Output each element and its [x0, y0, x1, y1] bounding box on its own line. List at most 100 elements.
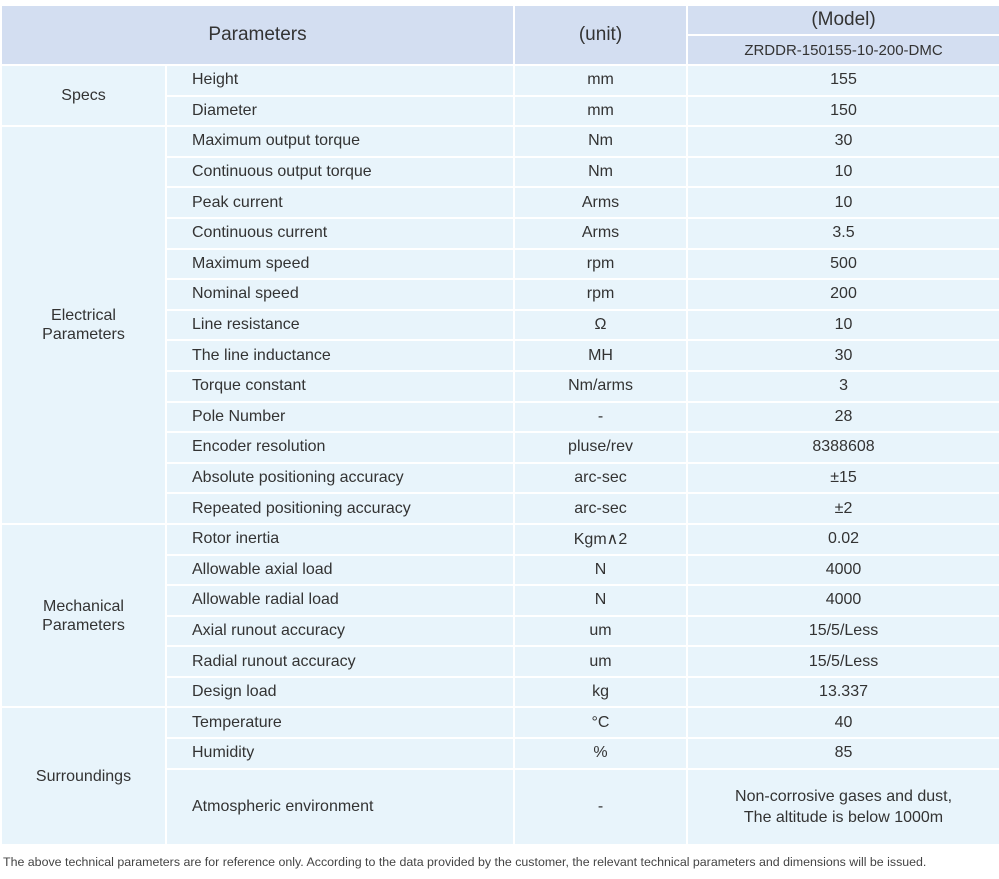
- unit-cell: Nm/arms: [513, 369, 689, 403]
- spec-table: Parameters (unit) (Model) ZRDDR-150155-1…: [0, 4, 999, 846]
- table-row: Absolute positioning accuracy arc-sec ±15: [1, 461, 999, 495]
- unit-cell: N: [513, 553, 689, 587]
- parameter-cell: Line resistance: [164, 308, 516, 342]
- value-cell: 85: [686, 737, 999, 770]
- group-cell: Specs: [0, 63, 167, 128]
- parameter-cell: Maximum speed: [164, 247, 516, 281]
- value-cell: 200: [686, 278, 999, 311]
- table-body: Specs Height mm 155 Diameter mm 150 Electrical …: [0, 63, 999, 846]
- header-row: Parameters (unit) (Model): [0, 4, 999, 66]
- table-row: Nominal speed rpm 200: [1, 278, 999, 311]
- value-cell: 30: [686, 339, 999, 372]
- unit-cell: Arms: [513, 186, 689, 219]
- value-cell: 10: [686, 308, 999, 342]
- unit-cell: rpm: [513, 278, 689, 311]
- table-row: Encoder resolution pluse/rev 8388608: [1, 431, 999, 464]
- unit-cell: Nm: [513, 125, 689, 158]
- unit-cell: mm: [513, 64, 689, 97]
- parameter-cell: Pole Number: [164, 400, 516, 434]
- table-row: Radial runout accuracy um 15/5/Less: [1, 645, 999, 678]
- value-cell: 8388608: [686, 431, 999, 464]
- value-cell: 155: [686, 64, 999, 97]
- value-cell: ±15: [686, 461, 999, 495]
- group-label: Specs: [61, 87, 106, 105]
- value-cell: ±2: [686, 492, 999, 525]
- table-row: Humidity% 85: [1, 737, 999, 770]
- header-cell: (unit): [513, 4, 689, 66]
- table-row: Peak current Arms 10: [1, 186, 999, 219]
- table-row: Pole Number -28: [1, 400, 999, 434]
- parameter-cell: Repeated positioning accuracy: [164, 492, 516, 525]
- table-row: Mechanical Parameters Rotor inertia Kgm∧2 0…: [0, 522, 999, 709]
- table-row: Axial runout accuracy um 15/5/Less: [1, 614, 999, 648]
- unit-cell: N: [513, 584, 689, 617]
- unit-cell: Kgm∧2: [513, 522, 689, 556]
- parameter-cell: Design load: [164, 675, 516, 709]
- table-row: Atmospheric environment - Non-corrosive ga…: [1, 767, 999, 846]
- parameter-cell: Temperature: [164, 706, 516, 740]
- parameter-cell: Diameter: [164, 94, 516, 128]
- value-cell: 40: [686, 706, 999, 740]
- value-cell: 10: [686, 186, 999, 219]
- value-cell: 4000: [686, 553, 999, 587]
- header-cell: (Model): [686, 4, 999, 36]
- unit-cell: °C: [513, 706, 689, 740]
- group-label: Mechanical Parameters: [42, 597, 125, 634]
- unit-cell: arc-sec: [513, 492, 689, 525]
- parameter-cell: Axial runout accuracy: [164, 614, 516, 648]
- parameter-cell: Height: [164, 64, 516, 97]
- group-cell: Mechanical Parameters: [0, 522, 167, 709]
- value-cell: 4000: [686, 584, 999, 617]
- value-cell: 30: [686, 125, 999, 158]
- parameter-cell: Encoder resolution: [164, 431, 516, 464]
- unit-cell: Arms: [513, 216, 689, 250]
- parameter-cell: Torque constant: [164, 369, 516, 403]
- unit-cell: -: [513, 767, 689, 846]
- value-cell: 15/5/Less: [686, 614, 999, 648]
- table-row: The line inductance MH 30: [1, 339, 999, 372]
- parameter-cell: Allowable axial load: [164, 553, 516, 587]
- parameter-cell: Allowable radial load: [164, 584, 516, 617]
- parameter-cell: Continuous output torque: [164, 155, 516, 189]
- table-row: Continuous output torque Nm 10: [1, 155, 999, 189]
- table-row: Repeated positioning accuracy arc-sec ±2: [1, 492, 999, 525]
- parameter-cell: The line inductance: [164, 339, 516, 372]
- parameter-cell: Nominal speed: [164, 278, 516, 311]
- parameter-cell: Radial runout accuracy: [164, 645, 516, 678]
- value-cell: 500: [686, 247, 999, 281]
- parameter-cell: Humidity: [164, 737, 516, 770]
- header-cell: Parameters: [0, 4, 516, 66]
- value-cell: 150: [686, 94, 999, 128]
- table-header: Parameters (unit) (Model) ZRDDR-150155-1…: [0, 4, 999, 66]
- header-row: ZRDDR-150155-10-200-DMC: [1, 34, 999, 66]
- parameter-cell: Absolute positioning accuracy: [164, 461, 516, 495]
- parameter-cell: Atmospheric environment: [164, 767, 516, 846]
- group-cell: Surroundings: [0, 706, 167, 846]
- unit-cell: um: [513, 645, 689, 678]
- unit-cell: Ω: [513, 308, 689, 342]
- unit-cell: pluse/rev: [513, 431, 689, 464]
- parameter-cell: Continuous current: [164, 216, 516, 250]
- parameter-cell: Peak current: [164, 186, 516, 219]
- unit-cell: Nm: [513, 155, 689, 189]
- table-row: Specs Height mm 155: [0, 63, 999, 128]
- header-cell: ZRDDR-150155-10-200-DMC: [686, 34, 999, 66]
- parameter-cell: Rotor inertia: [164, 522, 516, 556]
- group-label: Electrical Parameters: [42, 307, 125, 344]
- table-row: Torque constant Nm/arms 3: [1, 369, 999, 403]
- value-cell: 0.02: [686, 522, 999, 556]
- table-row: Diameter mm 150: [1, 94, 999, 128]
- unit-cell: mm: [513, 94, 689, 128]
- value-cell: 28: [686, 400, 999, 434]
- parameter-cell: Maximum output torque: [164, 125, 516, 158]
- table-row: Electrical Parameters Maximum output torq…: [0, 125, 999, 525]
- unit-cell: MH: [513, 339, 689, 372]
- value-cell: 3.5: [686, 216, 999, 250]
- unit-cell: %: [513, 737, 689, 770]
- value-cell: 13.337: [686, 675, 999, 709]
- footnote: The above technical parameters are for r…: [3, 855, 927, 869]
- group-cell: Electrical Parameters: [0, 125, 167, 525]
- value-cell: 3: [686, 369, 999, 403]
- unit-cell: kg: [513, 675, 689, 709]
